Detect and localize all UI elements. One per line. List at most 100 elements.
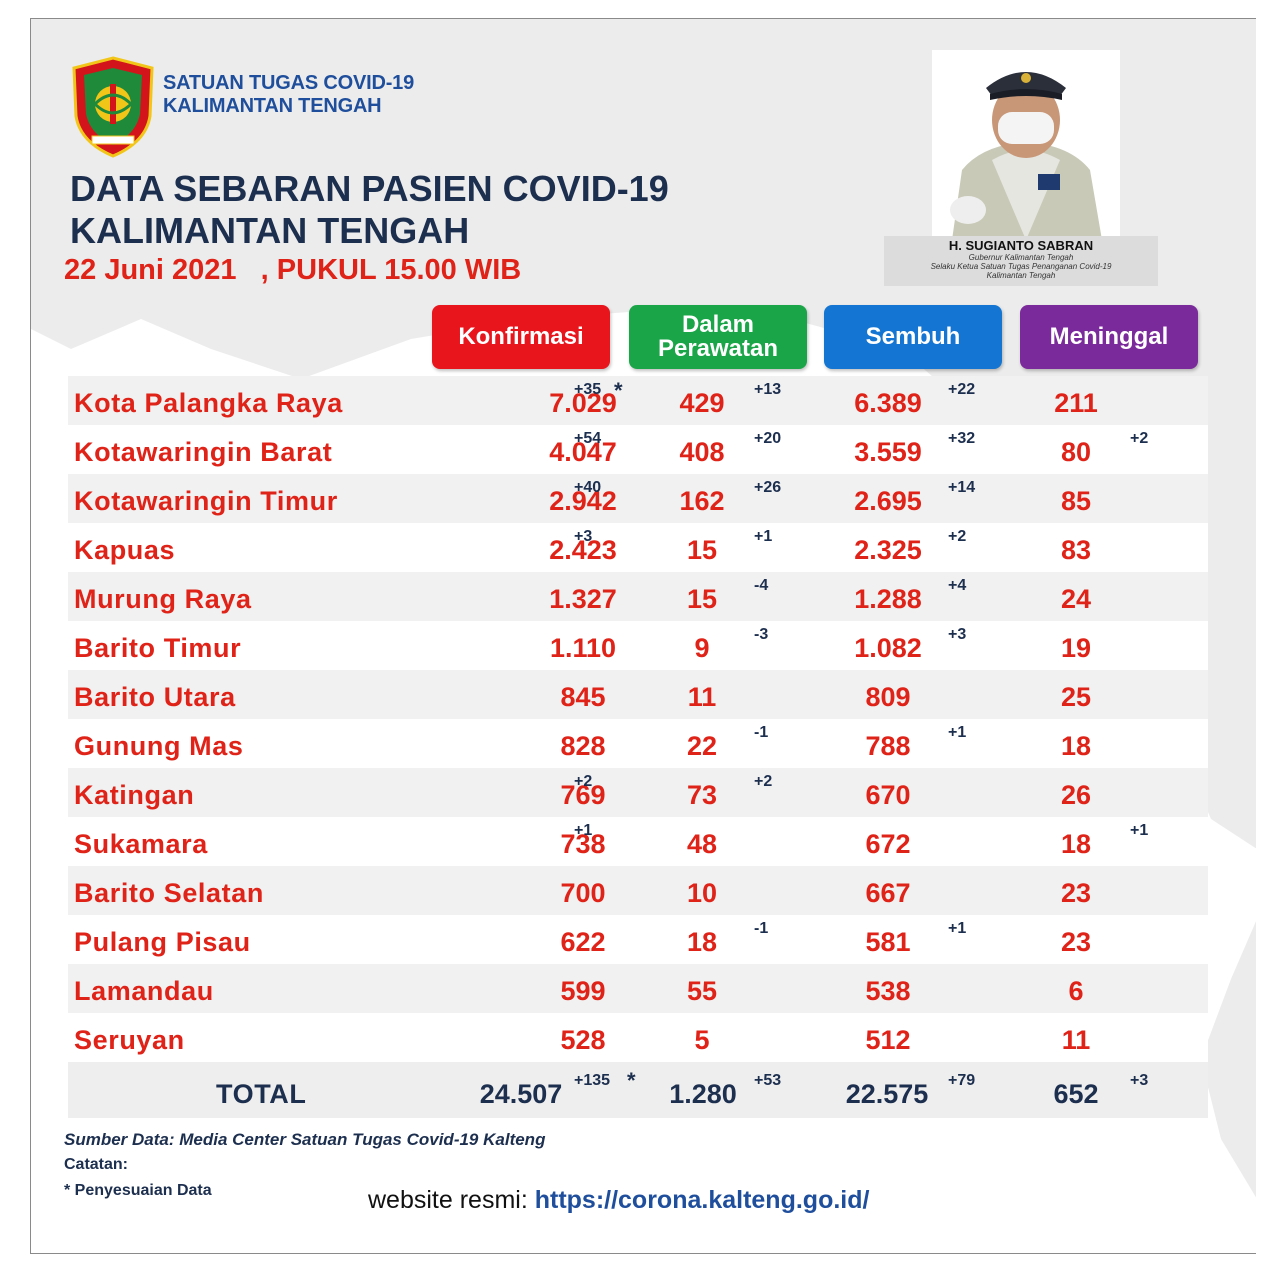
- meninggal-value: 24: [1060, 584, 1092, 614]
- konfirmasi-delta: +54: [574, 430, 602, 447]
- table-row: Katingan 769 +2 73 +2 670 26: [68, 768, 1208, 817]
- official-role-2: Selaku Ketua Satuan Tugas Penanganan Cov…: [930, 262, 1112, 271]
- table-row: Barito Selatan 700 10 667 23: [68, 866, 1208, 915]
- table-row: Lamandau 599 55 538 6: [68, 964, 1208, 1013]
- konfirmasi-delta: +40: [574, 479, 602, 496]
- total-adjustment-mark: *: [627, 1068, 636, 1093]
- note-label: Catatan:: [64, 1156, 129, 1173]
- official-role-3: Kalimantan Tengah: [986, 271, 1056, 280]
- table-row: Barito Utara 845 11 809 25: [68, 670, 1208, 719]
- sembuh-value: 809: [865, 682, 911, 712]
- region-name: Katingan: [74, 780, 195, 810]
- dalam-perawatan-value: 408: [679, 437, 725, 467]
- dalam-perawatan-delta: -1: [754, 724, 769, 741]
- total-label: TOTAL: [216, 1079, 307, 1109]
- region-name: Lamandau: [74, 976, 214, 1006]
- meninggal-value: 18: [1060, 829, 1092, 859]
- dalam-perawatan-value: 15: [686, 584, 718, 614]
- dalam-perawatan-delta: -3: [754, 626, 769, 643]
- website-link[interactable]: https://corona.kalteng.go.id/: [534, 1186, 870, 1214]
- region-name: Barito Timur: [74, 633, 242, 663]
- table-row: Sukamara 738 +1 48 672 18 +1: [68, 817, 1208, 866]
- sembuh-value: 512: [865, 1025, 911, 1055]
- website-label: website resmi:: [368, 1186, 535, 1214]
- total-meninggal-delta: +3: [1130, 1072, 1149, 1089]
- dalam-perawatan-value: 48: [686, 829, 718, 859]
- sembuh-delta: +1: [948, 724, 967, 741]
- region-name: Kotawaringin Timur: [74, 486, 338, 516]
- konfirmasi-delta: +35: [574, 381, 602, 398]
- header-dalam-perawatan: Dalam Perawatan: [629, 305, 807, 369]
- dalam-perawatan-value: 9: [694, 633, 710, 663]
- dalam-perawatan-value: 10: [686, 878, 718, 908]
- sembuh-delta: +4: [948, 577, 967, 594]
- meninggal-value: 23: [1060, 878, 1092, 908]
- sembuh-delta: +32: [948, 430, 976, 447]
- meninggal-value: 23: [1060, 927, 1092, 957]
- table-row: Kotawaringin Timur 2.942 +40 162 +26 2.695 +14…: [68, 474, 1208, 523]
- dalam-perawatan-value: 22: [686, 731, 718, 761]
- dalam-perawatan-value: 73: [686, 780, 718, 810]
- sembuh-delta: +22: [948, 381, 976, 398]
- dalam-perawatan-value: 15: [686, 535, 718, 565]
- konfirmasi-delta: +2: [574, 773, 593, 790]
- table-row: Gunung Mas 828 22 -1 788 +1 18: [68, 719, 1208, 768]
- region-name: Gunung Mas: [74, 731, 244, 761]
- meninggal-value: 26: [1060, 780, 1092, 810]
- sembuh-delta: +14: [948, 479, 976, 496]
- meninggal-value: 80: [1060, 437, 1092, 467]
- meninggal-value: 18: [1060, 731, 1092, 761]
- konfirmasi-value: 4.047: [549, 437, 617, 467]
- region-name: Seruyan: [74, 1025, 185, 1055]
- report-date: 22 Juni 2021 , PUKUL 15.00 WIB: [64, 254, 522, 286]
- meninggal-value: 211: [1054, 388, 1098, 418]
- meninggal-value: 85: [1060, 486, 1092, 516]
- organization-name: SATUAN TUGAS COVID-19 KALIMANTAN TENGAH: [163, 72, 414, 118]
- table-row: Pulang Pisau 622 18 -1 581 +1 23: [68, 915, 1208, 964]
- region-name: Barito Utara: [74, 682, 236, 712]
- konfirmasi-delta: +1: [574, 822, 593, 839]
- konfirmasi-value: 738: [560, 829, 606, 859]
- region-name: Sukamara: [74, 829, 208, 859]
- sembuh-delta: +3: [948, 626, 967, 643]
- dalam-perawatan-value: 162: [679, 486, 725, 516]
- table-row: Murung Raya 1.327 15 -4 1.288 +4 24: [68, 572, 1208, 621]
- sembuh-value: 788: [865, 731, 911, 761]
- dalam-perawatan-value: 429: [679, 388, 725, 418]
- sembuh-value: 2.695: [854, 486, 922, 516]
- organization-line1: SATUAN TUGAS COVID-19: [163, 72, 415, 94]
- dalam-perawatan-delta: +26: [754, 479, 782, 496]
- governor-portrait: [932, 50, 1120, 240]
- konfirmasi-value: 528: [560, 1025, 606, 1055]
- dalam-perawatan-value: 18: [686, 927, 718, 957]
- total-sembuh-delta: +79: [948, 1072, 976, 1089]
- data-table: Kota Palangka Raya 7.029 +35 * 429 +13 6.389 +2…: [68, 376, 1208, 1118]
- konfirmasi-value: 1.110: [549, 633, 617, 663]
- meninggal-value: 25: [1060, 682, 1092, 712]
- header-sembuh: Sembuh: [824, 305, 1002, 369]
- total-meninggal-value: 652: [1053, 1079, 1099, 1109]
- sembuh-value: 6.389: [854, 388, 922, 418]
- sembuh-delta: +1: [948, 920, 967, 937]
- meninggal-value: 11: [1061, 1025, 1091, 1055]
- konfirmasi-value: 828: [560, 731, 606, 761]
- sembuh-delta: +2: [948, 528, 967, 545]
- dalam-perawatan-value: 55: [686, 976, 718, 1006]
- total-row: TOTAL 24.507 +135 * 1.280 +53 22.575 +79 652 +3: [68, 1062, 1208, 1118]
- region-name: Murung Raya: [74, 584, 252, 614]
- region-name: Kapuas: [74, 535, 176, 565]
- dalam-perawatan-delta: +13: [754, 381, 782, 398]
- meninggal-value: 19: [1060, 633, 1092, 663]
- table-row: Kota Palangka Raya 7.029 +35 * 429 +13 6.389 +2…: [68, 376, 1208, 425]
- total-dalam-perawatan-value: 1.280: [669, 1079, 737, 1109]
- dalam-perawatan-delta: -4: [754, 577, 769, 594]
- table-row: Seruyan 528 5 512 11: [68, 1013, 1208, 1062]
- table-row: Kapuas 2.423 +3 15 +1 2.325 +2 83: [68, 523, 1208, 572]
- konfirmasi-value: 1.327: [549, 584, 617, 614]
- dalam-perawatan-delta: -1: [754, 920, 769, 937]
- konfirmasi-value: 599: [560, 976, 606, 1006]
- sembuh-value: 538: [865, 976, 911, 1006]
- data-source: Sumber Data: Media Center Satuan Tugas C…: [64, 1130, 546, 1149]
- sembuh-value: 3.559: [854, 437, 922, 467]
- total-sembuh-value: 22.575: [845, 1079, 929, 1109]
